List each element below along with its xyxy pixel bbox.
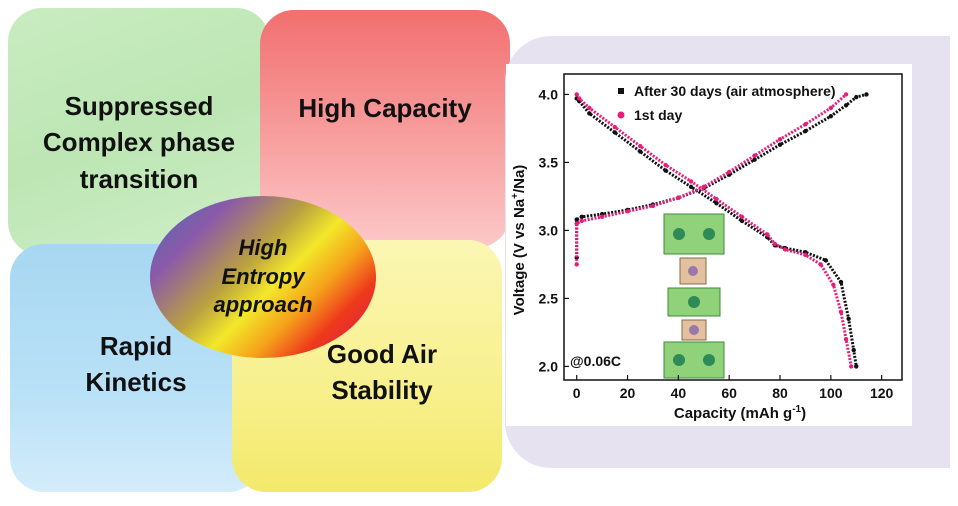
x-tick-label: 80 [772,385,788,401]
legend-marker-1st-day [617,111,625,119]
series-2-point [803,252,808,258]
series-2-point [818,262,823,267]
series-1-point [638,149,643,154]
series-2-point [599,214,605,219]
series-2-point [625,209,630,214]
series-2-point [701,184,706,190]
series-1-point [851,347,856,353]
chart-series-group [574,92,869,369]
series-2-point [752,153,757,158]
series-2-point [676,195,681,200]
series-1-point [587,111,592,116]
series-2-discharge-curve [575,93,853,367]
legend-marker-after-30-days [618,88,624,94]
series-1-point [574,217,579,222]
y-axis-label: Voltage (V vs Na+/Na) [510,165,528,316]
panel-label-capacity: High Capacity [298,93,472,123]
center-label: High Entropy approach [213,235,313,318]
series-2-point [843,92,849,97]
series-2-point [803,122,808,127]
chart-ticks: 0 20 40 60 80 100 120 2.0 2.5 3.0 3.5 4.0 [539,86,894,401]
series-2-point [663,162,668,168]
y-tick-label: 3.5 [539,154,559,170]
series-2-point [726,169,732,175]
series-2-point [577,96,582,101]
series-1-point [777,142,783,147]
panel-label-kinetics: Rapid Kinetics [85,331,187,398]
series-1-point [803,128,808,134]
x-axis-label: Capacity (mAh g-1) [674,404,806,422]
series-2-point [765,232,770,237]
series-2-point [688,179,694,184]
series-1-point [688,184,694,190]
panel-suppressed-phase-transition: Suppressed Complex phase transition [8,8,270,256]
series-2-point [579,218,584,224]
x-tick-label: 60 [721,385,737,401]
crystal-structure-image [663,213,725,379]
series-2-point [848,364,854,369]
series-2-point [777,137,783,142]
y-tick-label: 2.5 [539,290,559,306]
series-2-point [782,247,788,252]
series-2-point [574,262,579,267]
series-1-point [612,130,618,135]
series-1-point [579,214,584,219]
x-tick-label: 120 [870,385,894,401]
series-1-discharge-curve [575,97,858,367]
series-1-point [828,113,834,119]
chart-frame [563,73,903,381]
series-2-point [587,105,592,111]
series-2-point [838,309,844,315]
x-tick-label: 100 [819,385,843,401]
series-2-point [714,196,719,202]
series-1-point [739,218,745,224]
chart-annotation: @0.06C [570,353,621,369]
high-entropy-ellipse: High Entropy approach [150,196,376,358]
series-1-point [846,316,851,321]
y-tick-label: 3.0 [539,222,559,238]
chart-card: 0 20 40 60 80 100 120 2.0 2.5 3.0 3.5 4.0 After 30 … [506,64,912,426]
series-1-point [823,258,828,263]
chart-legend: After 30 days (air atmosphere) 1st day [617,83,836,123]
series-1-point [854,94,859,100]
y-tick-label: 2.0 [539,358,559,374]
series-2-point [612,124,618,130]
series-1-point [663,168,668,173]
series-1-point [714,201,719,206]
series-1-charge-curve [575,92,867,258]
legend-label-after-30-days: After 30 days (air atmosphere) [634,83,836,99]
panel-label-suppressed: Suppressed Complex phase transition [42,91,236,194]
x-tick-label: 0 [573,385,581,401]
series-2-point [638,143,643,149]
series-1-point [838,279,844,285]
series-1-point [752,157,757,162]
x-tick-label: 40 [671,385,687,401]
series-1-point [864,92,869,97]
panel-label-stability: Good Air Stability [326,339,438,406]
series-2-charge-curve [575,93,848,265]
y-tick-label: 4.0 [539,86,559,102]
x-tick-label: 20 [620,385,636,401]
series-1-point [843,103,849,108]
series-2-point [831,282,836,287]
voltage-capacity-chart: 0 20 40 60 80 100 120 2.0 2.5 3.0 3.5 4.0 After 30 … [510,73,903,422]
series-2-point [739,214,745,219]
series-2-point [772,241,778,247]
plot-border [563,73,903,381]
series-2-point [574,221,579,226]
series-2-point [650,203,656,209]
series-2-point [828,105,834,111]
legend-label-1st-day: 1st day [634,107,682,123]
series-1-point [854,364,859,369]
series-2-point [843,337,849,342]
series-2-point [574,92,579,97]
